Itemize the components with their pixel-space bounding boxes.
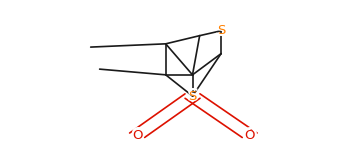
Text: O: O xyxy=(130,126,144,144)
Text: O: O xyxy=(242,126,257,144)
Text: S: S xyxy=(217,24,225,37)
Text: O: O xyxy=(244,129,255,142)
Text: O: O xyxy=(132,129,143,142)
Text: S: S xyxy=(215,22,227,40)
Text: S: S xyxy=(186,87,199,105)
Text: S: S xyxy=(188,90,197,103)
